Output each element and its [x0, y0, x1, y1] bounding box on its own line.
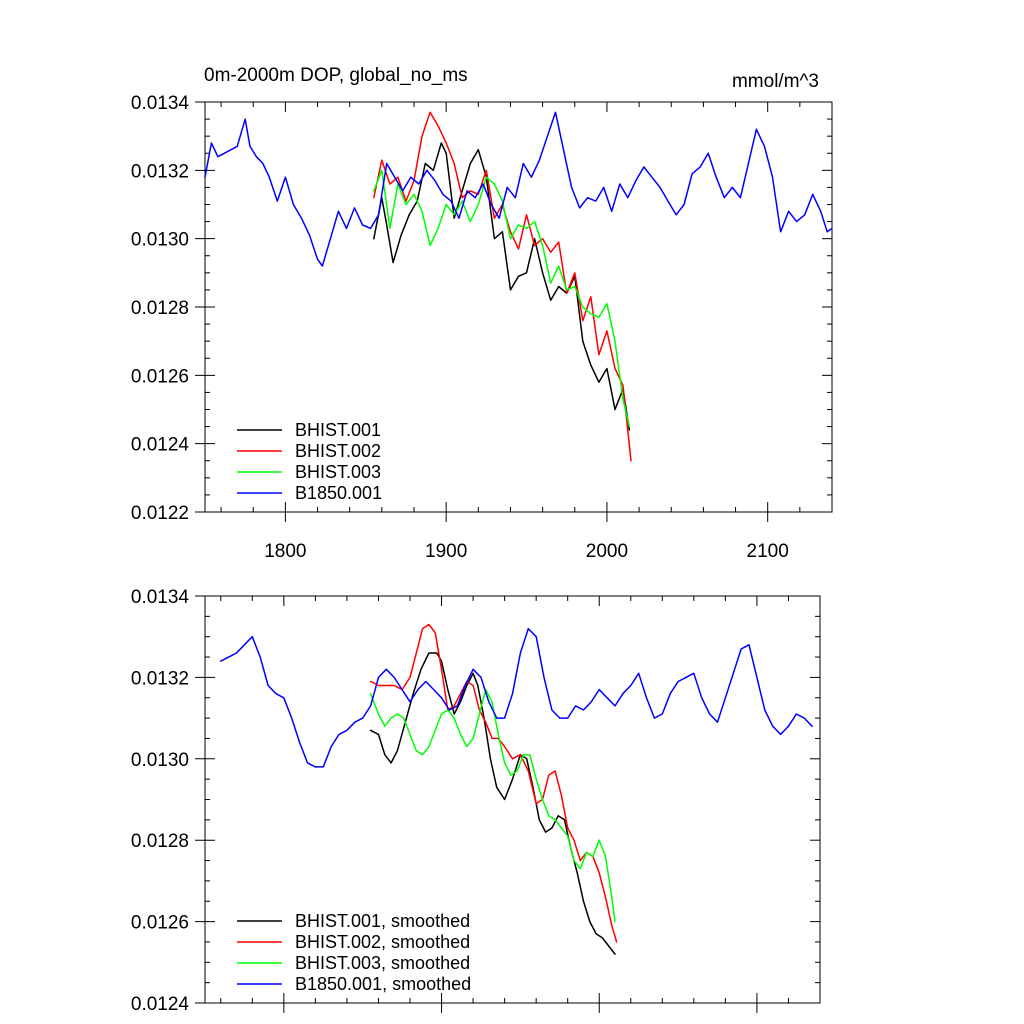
top-y-tick-label: 0.0134 [131, 93, 190, 114]
top-series-line-0 [373, 142, 631, 431]
bottom-series-line-1 [369, 623, 618, 943]
bottom-legend-label: B1850.001, smoothed [295, 974, 471, 994]
top-chart-title: 0m-2000m DOP, global_no_ms [204, 65, 468, 86]
bottom-legend-label: BHIST.001, smoothed [295, 911, 470, 931]
top-legend-label: B1850.001 [295, 483, 382, 503]
top-y-tick-label: 0.0128 [131, 298, 189, 319]
top-series-line-2 [373, 169, 631, 428]
top-y-tick-label: 0.0126 [131, 366, 189, 387]
top-legend-label: BHIST.002 [295, 441, 381, 461]
bottom-series-line-2 [369, 688, 616, 923]
top-x-tick-label: 2000 [586, 541, 628, 562]
top-legend-label: BHIST.001 [295, 420, 381, 440]
bottom-y-tick-label: 0.0124 [131, 994, 190, 1015]
bottom-y-tick-label: 0.0130 [131, 750, 189, 771]
top-plot-area: 1800 1900 2000 2100 0.0122 0.0124 0.0126 0.0128… [131, 93, 833, 562]
bottom-y-tick-label: 0.0134 [131, 587, 190, 608]
top-panel: 0m-2000m DOP, global_no_ms mmol/m^3 1800… [131, 65, 833, 562]
bottom-legend-label: BHIST.003, smoothed [295, 953, 470, 973]
top-chart-units: mmol/m^3 [732, 71, 819, 92]
top-y-tick-label: 0.0124 [131, 435, 190, 456]
bottom-legend-label: BHIST.002, smoothed [295, 932, 470, 952]
bottom-series-line-0 [369, 652, 616, 955]
bottom-series-line-3 [220, 627, 813, 768]
bottom-y-tick-label: 0.0126 [131, 913, 189, 934]
bottom-y-tick-label: 0.0132 [131, 668, 189, 689]
top-x-tick-label: 2100 [747, 541, 789, 562]
top-series-line-1 [373, 111, 632, 462]
top-y-tick-label: 0.0132 [131, 161, 189, 182]
bottom-panel: 0.0124 0.0126 0.0128 0.0130 0.0132 0.0134 BHIS… [131, 587, 821, 1015]
bottom-y-tick-label: 0.0128 [131, 831, 189, 852]
bottom-plot-area: 0.0124 0.0126 0.0128 0.0130 0.0132 0.0134 BHIS… [131, 587, 821, 1015]
top-y-tick-label: 0.0122 [131, 503, 189, 524]
top-x-tick-label: 1800 [264, 541, 306, 562]
top-y-tick-label: 0.0130 [131, 230, 189, 251]
top-legend-label: BHIST.003 [295, 462, 381, 482]
top-series-line-3 [204, 111, 833, 267]
top-x-tick-label: 1900 [425, 541, 467, 562]
